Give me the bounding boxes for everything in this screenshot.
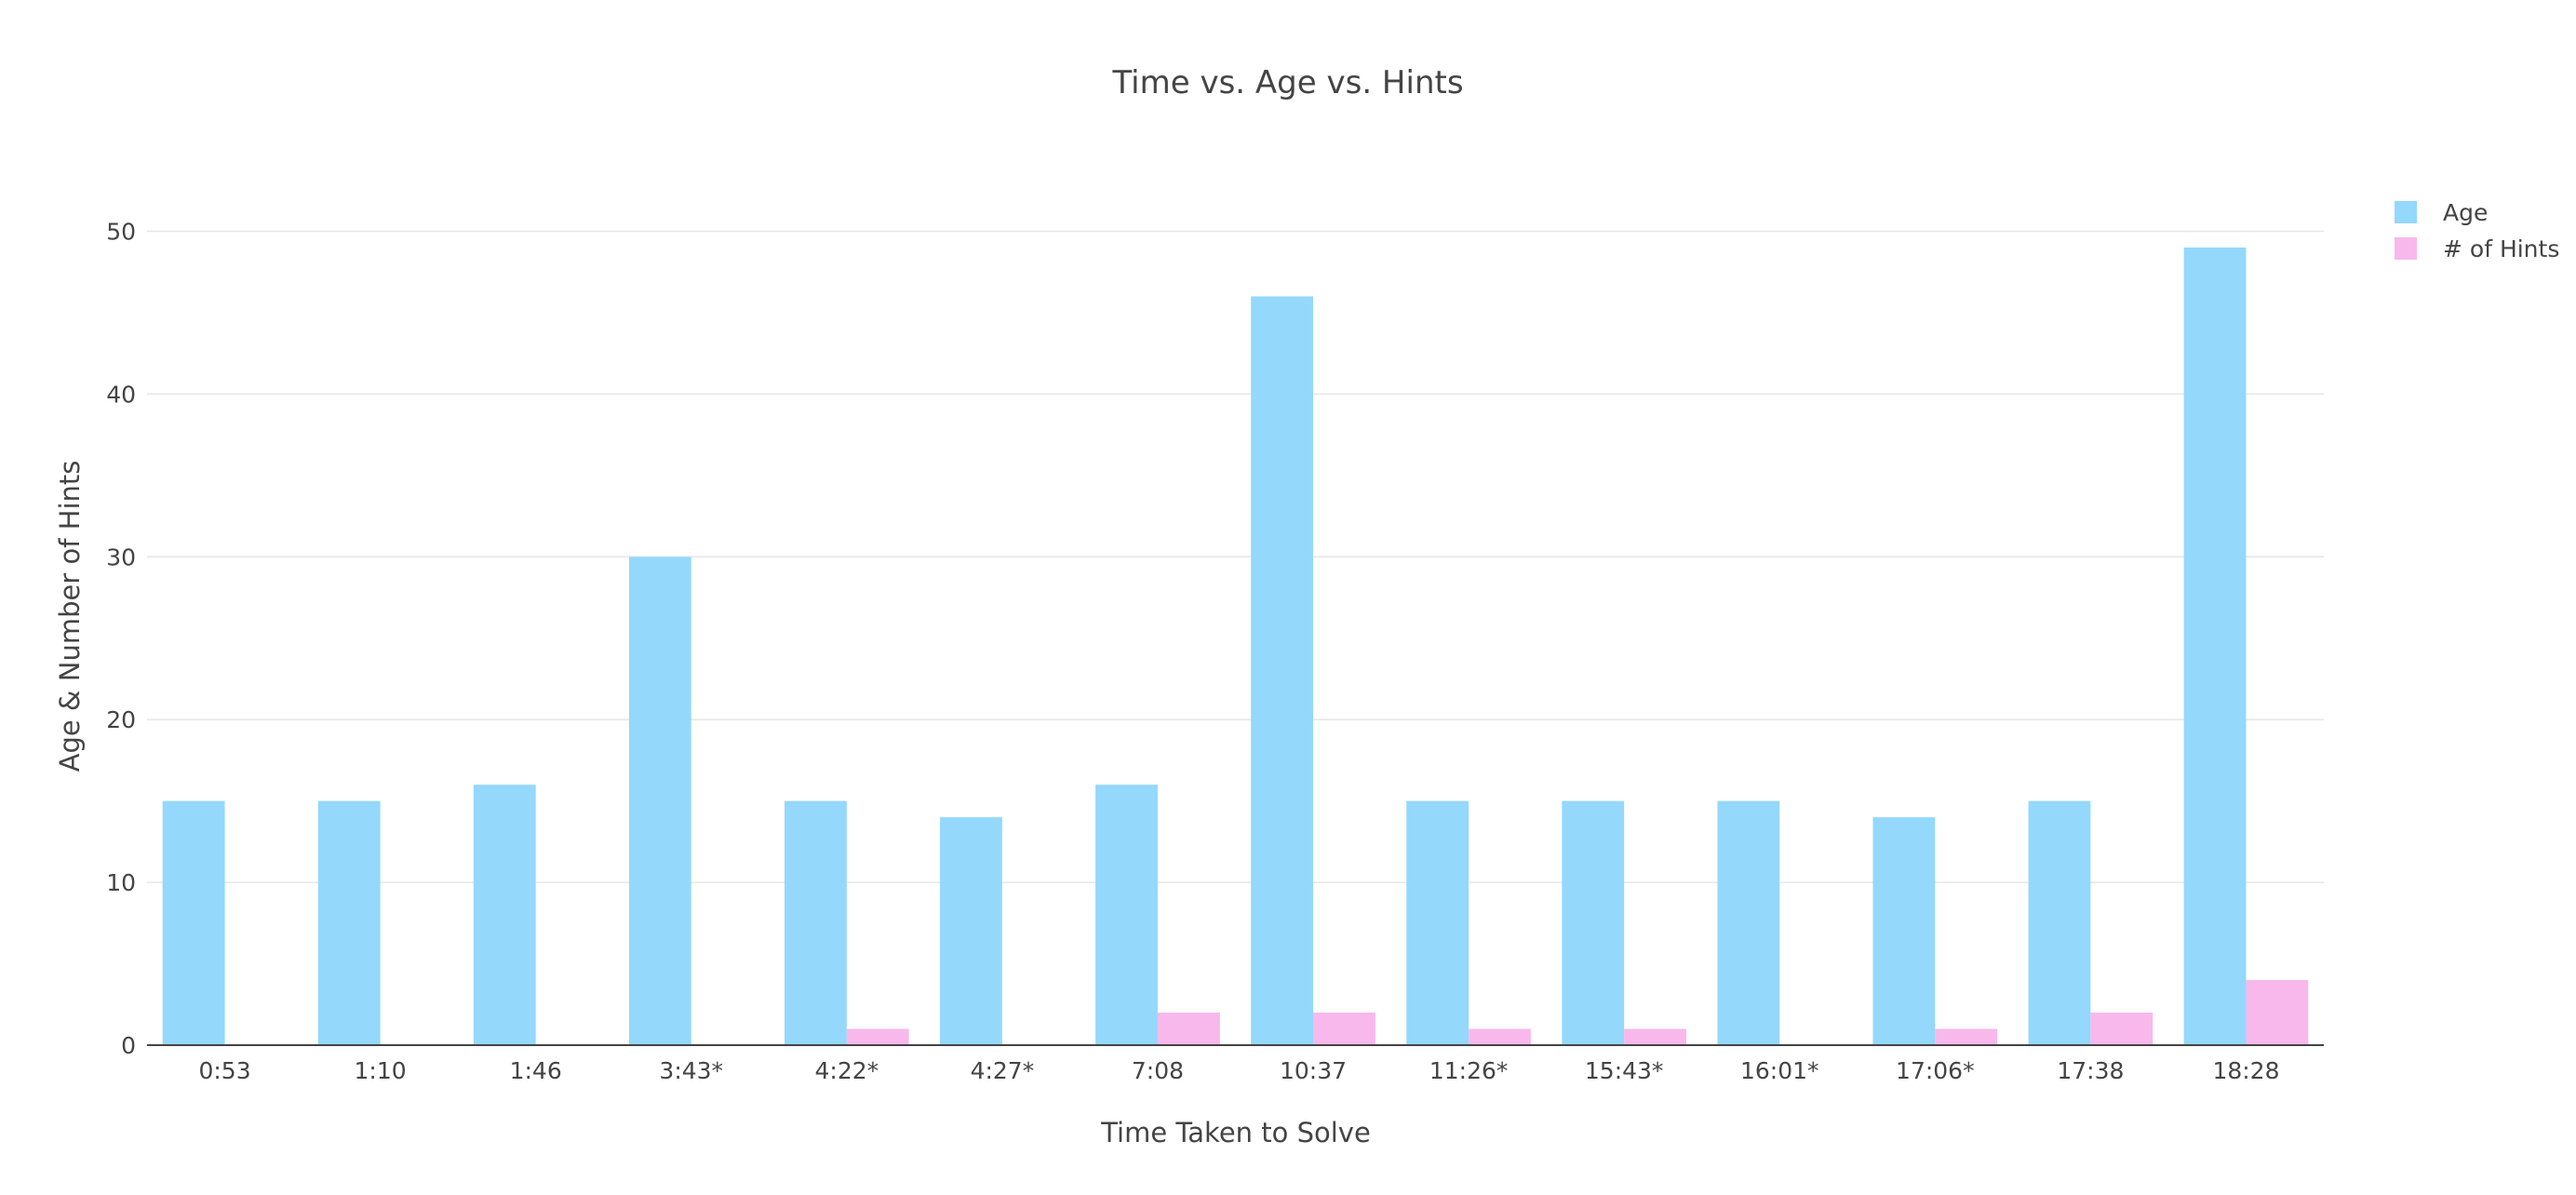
bar-age bbox=[1872, 817, 1936, 1045]
x-tick-label: 17:38 bbox=[2057, 1057, 2124, 1084]
y-tick-label: 40 bbox=[106, 381, 136, 408]
x-tick-label: 18:28 bbox=[2212, 1057, 2279, 1084]
bar-age bbox=[2183, 247, 2247, 1045]
bar-hints bbox=[1313, 1013, 1375, 1045]
bar-hints bbox=[1935, 1028, 1998, 1045]
bar-hints bbox=[2090, 1013, 2153, 1045]
legend-swatch bbox=[2395, 237, 2417, 260]
bar-age bbox=[628, 557, 691, 1045]
x-tick-label: 3:43* bbox=[659, 1057, 723, 1084]
x-axis-title: Time Taken to Solve bbox=[1100, 1117, 1371, 1148]
bar-hints bbox=[2246, 980, 2309, 1045]
y-tick-label: 0 bbox=[121, 1032, 136, 1059]
bar-age bbox=[2028, 800, 2091, 1045]
x-tick-label: 1:46 bbox=[510, 1057, 562, 1084]
bar-age bbox=[784, 800, 847, 1045]
legend-label: # of Hints bbox=[2443, 235, 2559, 262]
y-tick-label: 50 bbox=[106, 218, 136, 245]
bar-age bbox=[1562, 800, 1625, 1045]
bar-age bbox=[1095, 785, 1158, 1045]
x-tick-label: 1:10 bbox=[355, 1057, 407, 1084]
bar-hints bbox=[1469, 1028, 1531, 1045]
bar-age bbox=[1251, 296, 1314, 1045]
legend-swatch bbox=[2395, 201, 2417, 223]
x-tick-label: 17:06* bbox=[1896, 1057, 1975, 1084]
legend-item[interactable]: Age bbox=[2395, 199, 2488, 226]
legend-label: Age bbox=[2443, 199, 2488, 226]
y-tick-label: 20 bbox=[106, 706, 136, 733]
legend-item[interactable]: # of Hints bbox=[2395, 235, 2559, 262]
bar-hints bbox=[1624, 1028, 1687, 1045]
bar-age bbox=[940, 817, 1002, 1045]
y-axis-title: Age & Number of Hints bbox=[54, 461, 86, 772]
y-tick-label: 10 bbox=[106, 869, 136, 896]
bar-age bbox=[1717, 800, 1780, 1045]
x-axis-ticks: 0:53 1:10 1:46 3:43* 4:22* 4:27* 7:08 10:37 11:2… bbox=[198, 1057, 2279, 1084]
x-tick-label: 11:26* bbox=[1429, 1057, 1509, 1084]
chart-title: Time vs. Age vs. Hints bbox=[1111, 64, 1463, 101]
x-tick-label: 10:37 bbox=[1280, 1057, 1347, 1084]
x-tick-label: 7:08 bbox=[1132, 1057, 1184, 1084]
bars bbox=[162, 247, 2309, 1045]
x-tick-label: 0:53 bbox=[198, 1057, 250, 1084]
x-tick-label: 4:22* bbox=[815, 1057, 879, 1084]
bar-age bbox=[317, 800, 381, 1045]
x-tick-label: 15:43* bbox=[1585, 1057, 1664, 1084]
y-axis-ticks: 0 10 20 30 40 50 bbox=[106, 218, 136, 1059]
bar-hints bbox=[1157, 1013, 1220, 1045]
bar-hints bbox=[846, 1028, 909, 1045]
bar-age bbox=[162, 800, 225, 1045]
gridlines bbox=[147, 230, 2324, 883]
legend: Age # of Hints bbox=[2395, 199, 2559, 262]
x-tick-label: 16:01* bbox=[1740, 1057, 1819, 1084]
y-tick-label: 30 bbox=[106, 544, 136, 571]
bar-age bbox=[1406, 800, 1469, 1045]
bar-age bbox=[473, 785, 536, 1045]
x-tick-label: 4:27* bbox=[971, 1057, 1035, 1084]
